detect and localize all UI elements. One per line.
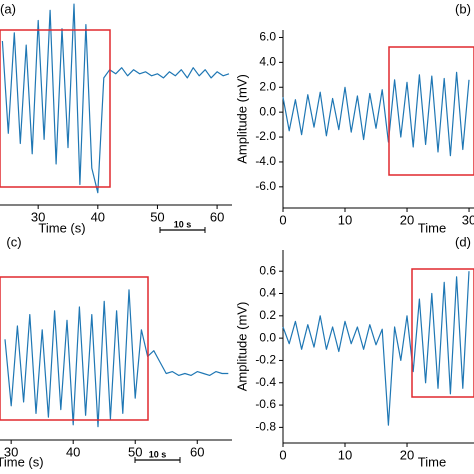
x-tick-label: 40 (66, 444, 80, 459)
signal-line (4, 289, 229, 428)
y-tick-label: -0.2 (255, 353, 276, 367)
y-tick-label: -0.4 (255, 375, 276, 389)
x-tick-label: 0 (279, 212, 286, 227)
x-tick-label: 20 (400, 447, 414, 462)
signal-line (1, 3, 230, 194)
y-tick-label: 2.0 (259, 79, 276, 93)
y-tick-label: 0.6 (259, 263, 276, 277)
y-tick-label: 0.0 (259, 104, 276, 118)
x-tick-label: 30 (31, 209, 45, 224)
y-tick-label: 0.4 (259, 286, 276, 300)
y-tick-label: -2.0 (255, 129, 276, 143)
y-tick-label: -0.6 (255, 397, 276, 411)
x-tick-label: 30 (4, 444, 18, 459)
y-axis-label: Amplitude (mV) (234, 74, 249, 164)
x-tick-label: 30 (462, 212, 474, 227)
x-tick-label: 60 (210, 209, 224, 224)
panel-label: (c) (6, 234, 21, 249)
x-tick-label: 40 (91, 209, 105, 224)
y-tick-label: 0.0 (259, 330, 276, 344)
y-tick-label: -0.8 (255, 420, 276, 434)
x-tick-label: 10 (338, 447, 352, 462)
y-tick-label: 4.0 (259, 55, 276, 69)
x-tick-label: 50 (128, 444, 142, 459)
highlight-box (0, 29, 111, 188)
x-tick-label: 60 (190, 444, 204, 459)
x-tick-label: 20 (400, 212, 414, 227)
highlight-box (0, 276, 149, 421)
x-tick-label: 10 (338, 212, 352, 227)
x-axis-label: Time (s) (38, 220, 85, 235)
x-axis-label: Time (418, 454, 446, 469)
panel-label: (b) (455, 1, 471, 16)
y-tick-label: -6.0 (255, 179, 276, 193)
y-tick-label: 0.2 (259, 308, 276, 322)
highlight-box (411, 268, 474, 398)
signal-line (282, 71, 470, 157)
x-tick-label: 50 (150, 209, 164, 224)
highlight-box (388, 46, 474, 176)
signal-line (282, 271, 470, 426)
y-tick-label: 6.0 (259, 30, 276, 44)
scale-bar-label: 10 s (174, 219, 192, 229)
x-tick-label: 0 (279, 447, 286, 462)
scale-bar-label: 10 s (149, 449, 167, 459)
y-tick-label: -4.0 (255, 154, 276, 168)
y-axis-label: Amplitude (mV) (234, 302, 249, 392)
x-axis-label: Time (s) (0, 454, 44, 469)
panel-label: (a) (0, 1, 16, 16)
x-axis-label: Time (418, 220, 446, 235)
panel-label: (d) (455, 234, 471, 249)
